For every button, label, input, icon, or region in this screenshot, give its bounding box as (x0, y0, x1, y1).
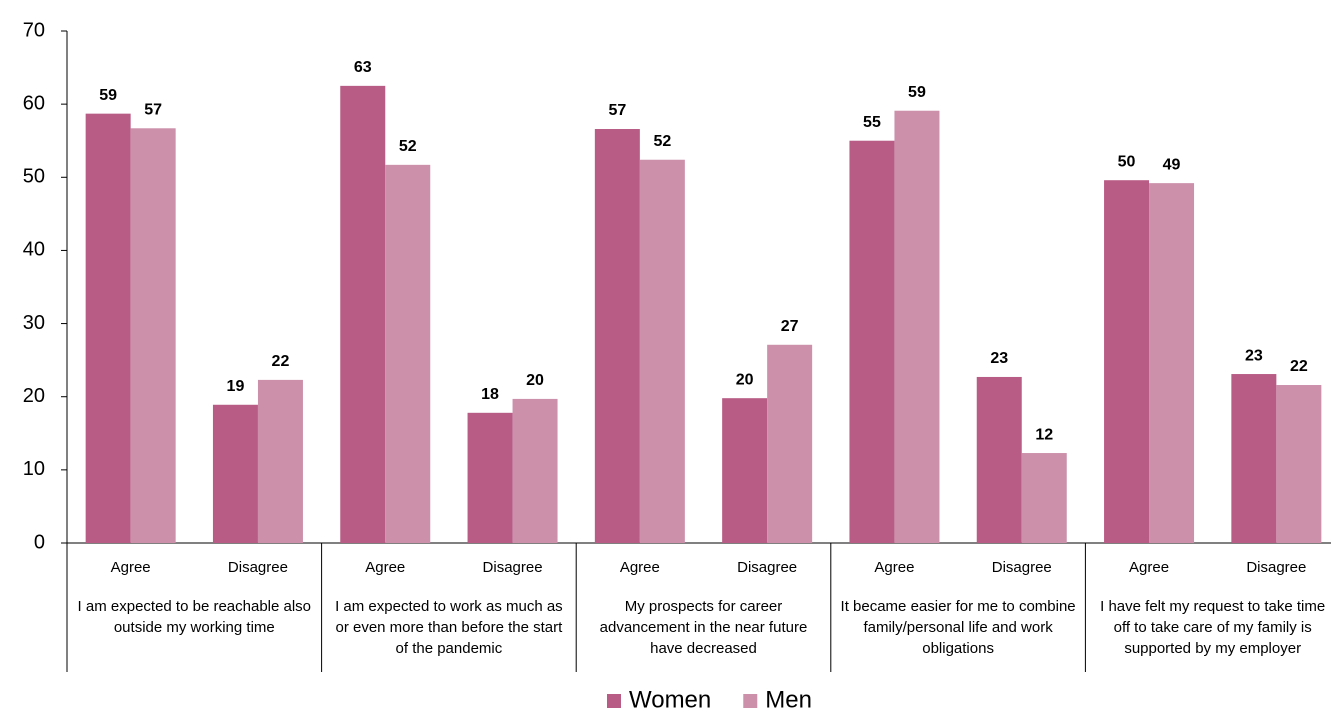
bar (1104, 180, 1150, 543)
bar (512, 398, 558, 543)
bar (467, 412, 513, 543)
bar (257, 379, 303, 543)
value-label: 20 (526, 372, 544, 389)
bar (130, 128, 176, 543)
value-label: 57 (608, 102, 626, 119)
x-tick-label: Disagree (483, 559, 543, 576)
value-label: 22 (272, 353, 290, 370)
legend-swatch (743, 694, 758, 708)
legend-label: Women (629, 686, 711, 711)
x-tick-label: Disagree (228, 559, 288, 576)
bar (1276, 385, 1322, 543)
y-tick-label: 20 (23, 385, 45, 407)
bar (1149, 183, 1195, 543)
y-tick-label: 70 (23, 19, 45, 41)
value-label: 59 (99, 87, 117, 104)
value-label: 63 (354, 59, 372, 76)
legend-swatch (607, 694, 621, 708)
group-label: My prospects for career advancement in t… (599, 598, 808, 657)
group-label: I am expected to be reachable also outsi… (77, 598, 312, 636)
value-label: 57 (144, 101, 162, 118)
y-tick-label: 50 (23, 166, 45, 188)
legend-label: Men (765, 686, 812, 711)
x-tick-label: Agree (1129, 559, 1169, 576)
y-tick-label: 40 (23, 239, 45, 261)
y-tick-label: 10 (23, 458, 45, 480)
value-label: 18 (481, 386, 499, 403)
x-tick-label: Disagree (737, 559, 797, 576)
value-label: 23 (1245, 347, 1263, 364)
group-label: I have felt my request to take time off … (1100, 598, 1326, 657)
value-label: 27 (781, 318, 799, 335)
bar (85, 113, 131, 543)
x-tick-label: Agree (111, 559, 151, 576)
bar (1021, 453, 1067, 543)
bar (894, 110, 940, 544)
bar (722, 398, 768, 543)
value-label: 59 (908, 84, 926, 101)
value-label: 50 (1118, 153, 1136, 170)
bar (767, 344, 813, 543)
group-label: I am expected to work as much as or even… (335, 598, 563, 657)
bar (849, 140, 895, 543)
x-tick-label: Disagree (992, 559, 1052, 576)
bar (639, 159, 685, 543)
x-tick-label: Agree (365, 559, 405, 576)
value-label: 20 (736, 371, 754, 388)
value-label: 19 (227, 378, 245, 395)
y-tick-label: 60 (23, 92, 45, 114)
group-label: It became easier for me to combine famil… (840, 598, 1076, 657)
bar (385, 164, 431, 543)
value-label: 12 (1035, 426, 1053, 443)
bar (340, 85, 386, 543)
x-tick-label: Agree (620, 559, 660, 576)
value-label: 55 (863, 114, 881, 131)
value-label: 23 (990, 350, 1008, 367)
value-label: 22 (1290, 358, 1308, 375)
value-label: 52 (653, 133, 671, 150)
x-tick-label: Agree (874, 559, 914, 576)
bar (976, 376, 1022, 543)
y-tick-label: 30 (23, 312, 45, 334)
value-label: 49 (1163, 156, 1181, 173)
bar (1231, 374, 1277, 543)
bar (212, 404, 258, 543)
x-tick-label: Disagree (1246, 559, 1306, 576)
y-tick-label: 0 (34, 531, 45, 553)
value-label: 52 (399, 138, 417, 155)
bar (594, 129, 640, 544)
